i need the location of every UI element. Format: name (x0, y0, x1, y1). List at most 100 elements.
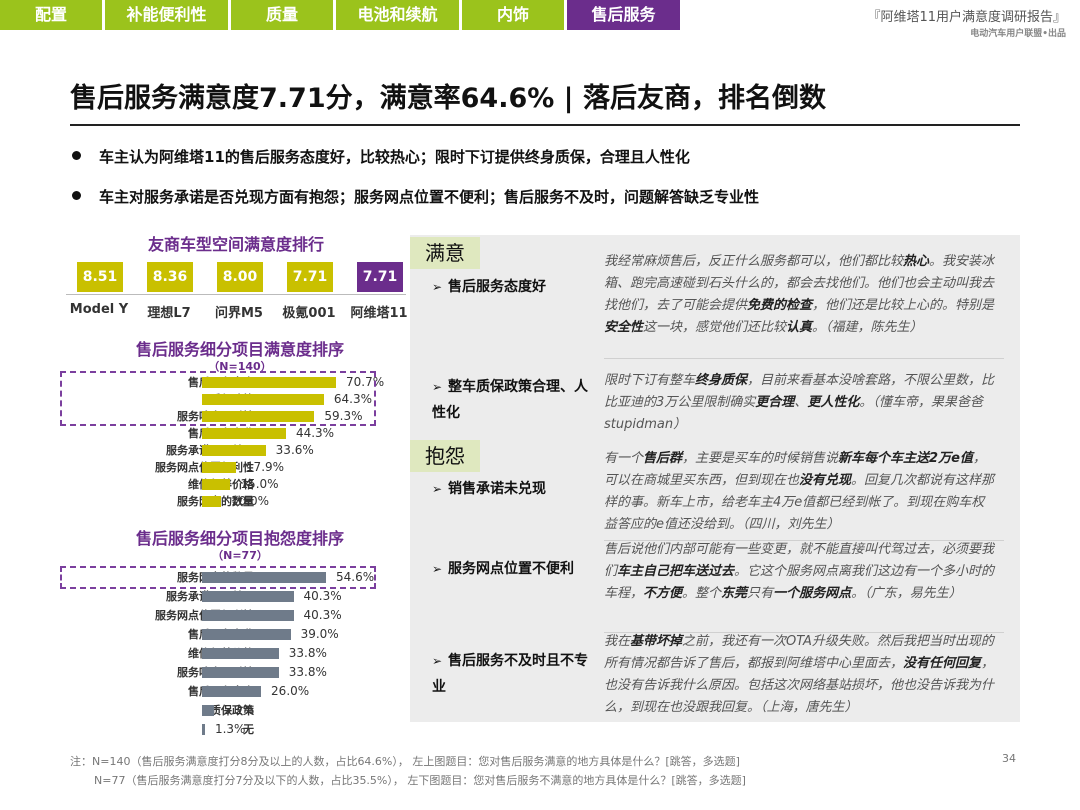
quote-emphasis: 没有兑现 (799, 473, 852, 488)
quote-emphasis: 认真 (786, 320, 813, 335)
quote-emphasis: 不方便 (643, 586, 683, 601)
bar-row: 售后服务专业44.3% (60, 425, 390, 442)
rank-value-card: 7.71 (357, 262, 403, 292)
bar (202, 591, 294, 602)
quote-segment: 这一块，感觉他们还比较 (643, 320, 787, 335)
bar (202, 629, 291, 640)
aspect-item: ➢ 售后服务不及时且不专业 (432, 648, 592, 700)
bar (202, 667, 279, 678)
title-divider (70, 124, 1020, 126)
quote-segment: 我在 (604, 634, 631, 649)
bar-value-label: 26.0% (271, 684, 310, 698)
quote-segment: ，可以在商城里买东西，但到现在也 (604, 451, 986, 488)
rank-category-label: 理想L7 (147, 306, 191, 321)
quote-segment: 之前，我还有一次OTA升级失败。然后我把当时出现的所有情况都告诉了售后，都报到阿… (604, 634, 994, 671)
bar-row: 无 1.3% (60, 721, 390, 738)
aspect-label: 售后服务不及时且不专业 (432, 653, 588, 695)
aspect-label: 销售承诺未兑现 (448, 481, 546, 497)
bar-value-label: 1.3% (214, 722, 246, 736)
bar (202, 428, 286, 439)
quote-emphasis: 新车每个车主送2万e值 (838, 451, 973, 466)
satisfied-tag: 满意 (410, 237, 480, 269)
quote-segment: ，也没有告诉我什么原因。包括这次网络基站损坏，他也没告诉我为什么，到现在也没跟我… (604, 656, 995, 715)
quote-emphasis: 更合理 (755, 395, 795, 410)
bar-value-label: 59.3% (324, 409, 363, 423)
report-subtitle: 电动汽车用户联盟•出品 (970, 29, 1066, 39)
ranking-axis-line (66, 294, 406, 295)
rank-category-label: 极氪001 (282, 306, 336, 321)
bullet-1: 车主认为阿维塔11的售后服务态度好，比较热心；限时下订提供终身质保，合理且人性化 (72, 146, 690, 167)
bar-row: 维修保养价格33.8% (60, 645, 390, 662)
bar-category-label: 质保政策 (210, 704, 254, 717)
bar-value-label: 15.0% (240, 477, 279, 491)
highlight-box (60, 371, 376, 426)
page-number: 34 (1002, 752, 1016, 765)
quote-emphasis: 终身质保 (695, 373, 748, 388)
complaint-chart-note: （N=77） (212, 549, 268, 562)
complaint-tag: 抱怨 (410, 440, 480, 472)
bullet-dot-icon (72, 151, 81, 160)
report-title: 『阿维塔11用户满意度调研报告』 (867, 10, 1066, 25)
bar (202, 648, 279, 659)
rank-category-label: 问界M5 (215, 306, 263, 321)
bar-value-label: 39.0% (300, 627, 339, 641)
tab-1: 补能便利性 (105, 0, 228, 30)
quote-segment: 限时下订有整车 (604, 373, 696, 388)
bullet-2: 车主对服务承诺是否兑现方面有抱怨；服务网点位置不便利；售后服务不及时，问题解答缺… (72, 186, 759, 207)
bar-value-label: 54.6% (336, 570, 375, 584)
quote-segment: 。（广东，易先生） (851, 586, 962, 601)
quote-emphasis: 车主自己把车送过去 (617, 564, 735, 579)
bar-value-label: 10.0% (230, 494, 270, 508)
page-title: 售后服务满意度7.71分，满意率64.6% | 落后友商，排名倒数 (70, 83, 826, 114)
arrow-icon: ➢ (432, 380, 443, 394)
bar (202, 610, 294, 621)
bar-value-label: 40.3% (303, 608, 342, 622)
quote-segment: 。我安装冰箱、跑完高速碰到石头什么的，都会去找他们。他们也会主动叫我去找他们，去… (604, 254, 995, 313)
feedback-panel (410, 235, 1020, 722)
rank-value-card: 8.36 (147, 262, 193, 292)
tab-0: 配置 (0, 0, 102, 30)
bar-row: 服务网点位置便利性40.3% (60, 607, 390, 624)
quote-emphasis: 东莞 (721, 586, 748, 601)
bar-value-label: 33.6% (275, 443, 314, 457)
quote-text: 有一个售后群，主要是买车的时候销售说新车每个车主送2万e值，可以在商城里买东西，… (604, 448, 996, 536)
aspect-item: ➢ 整车质保政策合理、人性化 (432, 374, 592, 426)
highlight-box (60, 566, 376, 589)
footnote-line-2: N=77（售后服务满意度打分7分及以下的人数，占比35.5%）， 左下图题目：您… (94, 774, 746, 787)
quote-emphasis: 免费的检查 (747, 298, 813, 313)
bar-row: 服务承诺是否兑现40.3% (60, 588, 390, 605)
bar-row: 服务网点的数量10.0% (60, 493, 390, 510)
quote-segment: 我经常麻烦售后，反正什么服务都可以，他们都比较 (604, 254, 904, 269)
bar (202, 496, 221, 507)
arrow-icon: ➢ (432, 280, 443, 294)
bar-value-label: 17.9% (245, 460, 285, 474)
rank-category-label: Model Y (69, 302, 129, 317)
footnote: 注：N=140（售后服务满意度打分8分及以上的人数，占比64.6%）， 左上图题… (70, 752, 746, 790)
top-nav: 配置 补能便利性 质量 电池和续航 内饰 售后服务 (0, 0, 683, 30)
tab-3: 电池和续航 (336, 0, 459, 30)
arrow-icon: ➢ (432, 562, 443, 576)
bar (202, 377, 336, 388)
quote-emphasis: 基带坏掉 (630, 634, 683, 649)
bar-value-label: 5.2% (223, 703, 255, 717)
aspect-label: 服务网点位置不便利 (448, 561, 574, 577)
bar-value-label: 44.3% (295, 426, 335, 440)
bar-value-label: 64.3% (333, 392, 372, 406)
quote-segment: 售后说他们内部可能有一些变更，就不能直接叫代驾过去，必须要我们 (604, 542, 995, 579)
bar-row: 服务响应及时性59.3% (60, 408, 390, 425)
quote-divider (604, 632, 1004, 633)
quote-segment: 。（懂车帝，果果爸爸stupidman） (604, 395, 983, 432)
quote-emphasis: 更人性化 (807, 395, 860, 410)
quote-emphasis: 没有任何回复 (903, 656, 982, 671)
quote-emphasis: 热心 (903, 254, 930, 269)
quote-divider (604, 358, 1004, 359)
quote-segment: ，主要是买车的时候销售说 (682, 451, 839, 466)
quote-segment: 只有 (747, 586, 774, 601)
aspect-label: 整车质保政策合理、人性化 (432, 379, 588, 421)
satisfaction-chart-title: 售后服务细分项目满意度排序 (135, 340, 344, 359)
quote-segment: ，目前来看基本没啥套路，不限公里数，比比亚迪的3万公里限制确实 (604, 373, 995, 410)
bar (202, 686, 262, 697)
bar-row: 服务响应及时性33.8% (60, 664, 390, 681)
bar-row: 售后服务态度26.0% (60, 683, 390, 700)
bar (202, 445, 266, 456)
